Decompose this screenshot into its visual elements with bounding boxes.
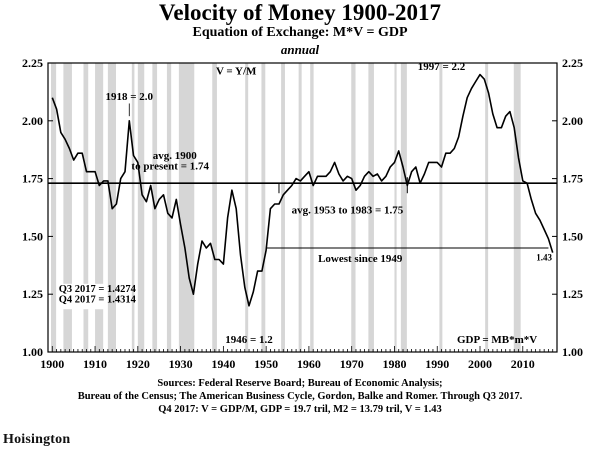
chart-subtitle: Equation of Exchange: M*V = GDP [192,25,408,40]
y-tick-label-left: 1.50 [22,229,43,243]
recession-band [261,63,266,352]
recession-band [137,63,145,352]
x-tick-label: 1940 [211,357,235,371]
velocity-series-line [51,73,554,307]
annotation-gdp-equation: GDP = MB*m*V [457,334,537,346]
sources-line-1: Sources: Federal Reserve Board; Bureau o… [157,378,443,389]
recession-band [83,63,89,352]
chart-title: Velocity of Money 1900-2017 [158,0,442,25]
x-tick-label: 1970 [340,357,364,371]
sources-line-2: Bureau of the Census; The American Busin… [77,391,523,402]
x-tick-label: 2000 [468,357,492,371]
recession-band [298,63,302,352]
annotation-lowest-since-1949: Lowest since 1949 [318,253,403,265]
annotation-1997-peak: 1997 = 2.2 [418,61,466,73]
x-tick-label: 1950 [254,357,278,371]
recession-band [212,63,217,352]
x-tick-label: 2010 [511,357,535,371]
recession-band [166,63,172,352]
y-tick-label-right: 1.50 [562,229,583,243]
x-tick-label: 1980 [382,357,406,371]
recession-band [50,63,57,352]
annotation-1946-trough: 1946 = 1.2 [225,334,273,346]
recession-band [400,63,407,352]
quarterly-values-background [57,283,107,310]
annotation-1918-peak: 1918 = 2.0 [106,91,154,103]
x-tick-label: 1920 [126,357,150,371]
recession-band [310,63,314,352]
recession-band [351,63,356,352]
y-tick-label-right: 1.75 [562,172,583,186]
x-tick-label: 1960 [297,357,321,371]
y-tick-label-left: 1.00 [22,345,43,359]
recession-band [131,63,135,352]
y-tick-label-right: 2.25 [562,56,583,70]
recession-band [368,63,374,352]
annotation-1953-1983-average: avg. 1953 to 1983 = 1.75 [292,204,404,216]
recession-band [513,63,521,352]
recession-band [245,63,249,352]
recession-band [281,63,285,352]
x-tick-label: 1930 [169,357,193,371]
recession-band [178,63,195,352]
annotation-v-equals-y-over-m: V = Y/M [216,66,257,78]
y-tick-label-right: 2.00 [562,114,583,128]
x-tick-label: 1910 [83,357,107,371]
recession-band [394,63,397,352]
sources-line-3: Q4 2017: V = GDP/M, GDP = 19.7 tril, M2 … [158,404,442,415]
annotation-q3-2017: Q3 2017 = 1.4274 [59,284,137,295]
annotation-latest-value: 1.43 [536,253,552,263]
recession-band [485,63,489,352]
y-tick-label-right: 1.00 [562,345,583,359]
recession-band [439,63,443,352]
x-tick-label: 1900 [40,357,64,371]
y-tick-label-left: 1.25 [22,287,43,301]
y-tick-label-right: 1.25 [562,287,583,301]
hoisington-logo: Hoisington [3,432,71,447]
y-tick-label-left: 2.25 [22,56,43,70]
plot-frame [47,62,558,353]
x-tick-label: 1990 [425,357,449,371]
y-tick-label-left: 1.75 [22,172,43,186]
recession-band [95,63,104,352]
sources-note: Sources: Federal Reserve Board; Bureau o… [0,377,600,416]
annotation-average-line-1: avg. 1900 [153,150,198,162]
frequency-label: annual [280,42,320,57]
annotation-average-line-2: to present = 1.74 [131,160,209,172]
annotation-q4-2017: Q4 2017 = 1.4314 [59,294,137,305]
y-tick-label-left: 2.00 [22,114,43,128]
recession-band [63,63,72,352]
